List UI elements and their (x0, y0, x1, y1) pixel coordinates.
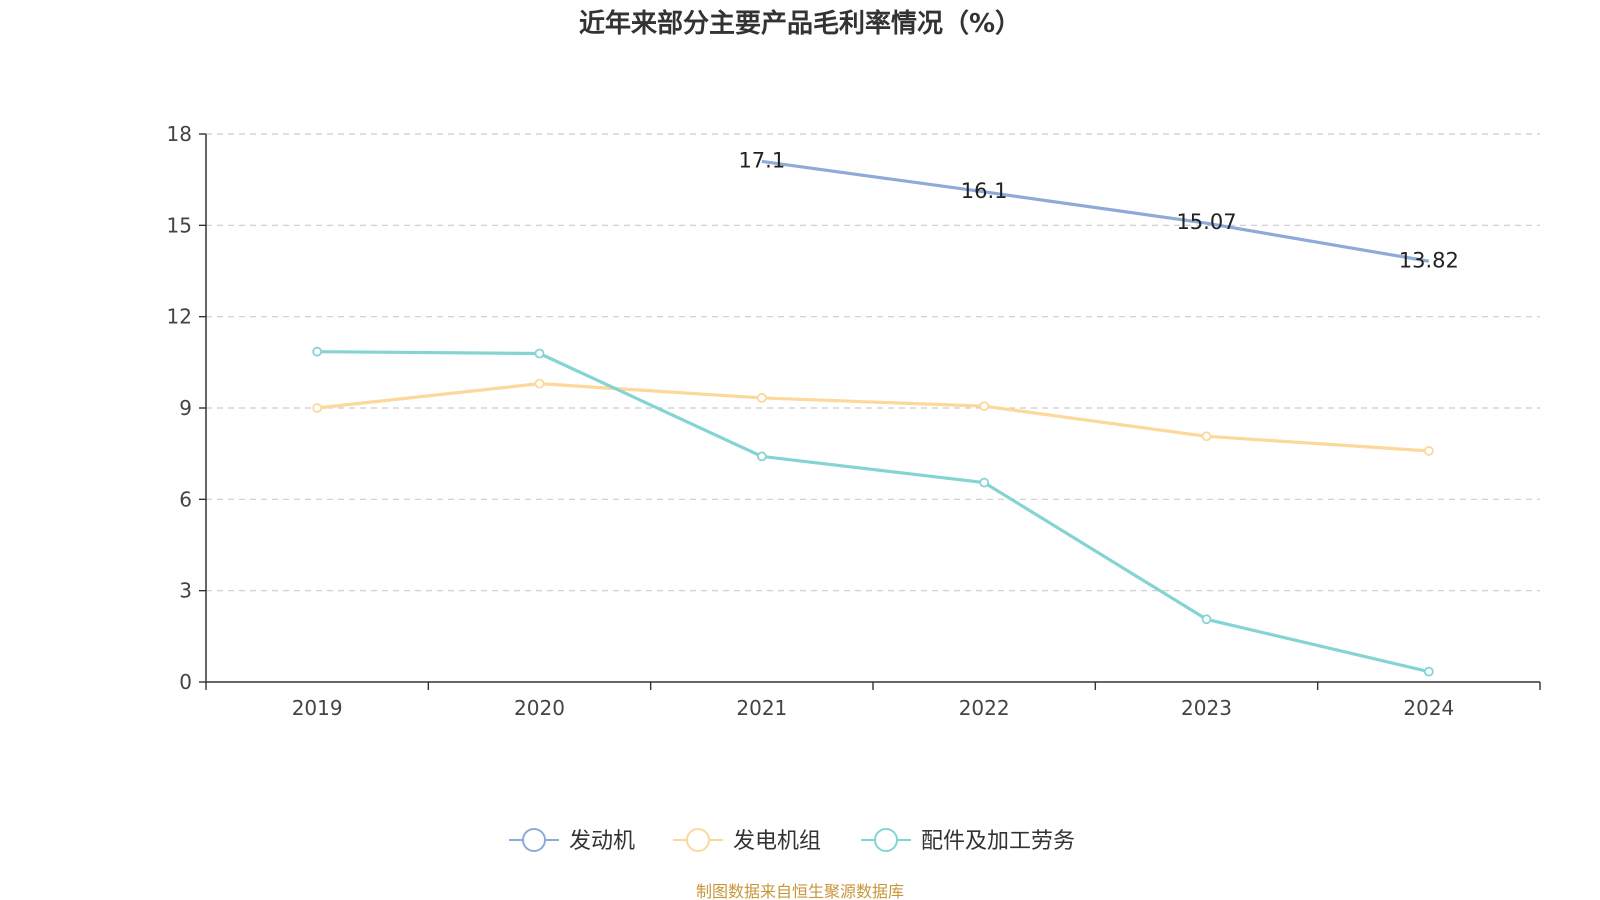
legend-item-2[interactable]: 发电机组 (673, 828, 821, 854)
axes: 0 3 6 9 12 15 18 2019 2020 2021 2022 2023 2024 (167, 122, 1541, 720)
legend-item-3[interactable]: 配件及加工劳务 (861, 828, 1075, 854)
x-tick-label: 2024 (1403, 696, 1454, 720)
data-point (1423, 666, 1434, 677)
data-point (1201, 614, 1212, 625)
data-point (1423, 446, 1434, 456)
data-point (534, 348, 545, 359)
y-tick-label: 6 (179, 487, 192, 511)
data-label: 16.1 (961, 179, 1008, 203)
y-tick-label: 12 (167, 305, 192, 329)
y-tick-label: 3 (179, 579, 192, 603)
y-tick-label: 18 (167, 122, 192, 146)
legend-item-1[interactable]: 发动机 (509, 828, 635, 854)
data-point (756, 393, 767, 403)
legend-label: 发电机组 (733, 829, 821, 854)
y-tick-label: 9 (179, 396, 192, 420)
data-labels: 17.1 16.1 15.07 13.82 (738, 148, 1458, 272)
series-line (317, 350, 1430, 674)
legend-marker (686, 828, 710, 852)
series-line (316, 382, 1429, 453)
y-tick-label: 15 (167, 213, 192, 237)
data-point (979, 477, 990, 488)
data-label: 17.1 (738, 148, 785, 172)
data-point (1201, 431, 1212, 442)
data-label: 13.82 (1399, 248, 1459, 272)
series-group (312, 159, 1434, 677)
x-tick-label: 2022 (959, 696, 1010, 720)
data-label: 15.07 (1176, 210, 1236, 234)
legend-label: 配件及加工劳务 (921, 829, 1075, 854)
data-point (756, 451, 767, 462)
source-note: 制图数据来自恒生聚源数据库 (696, 882, 904, 900)
series-2 (312, 378, 1434, 456)
series-line (761, 159, 1430, 263)
data-point (312, 346, 323, 357)
gridlines (206, 133, 1540, 592)
x-tick-label: 2020 (514, 696, 565, 720)
x-tick-label: 2019 (292, 696, 343, 720)
legend-marker (874, 828, 898, 852)
series-1 (761, 159, 1430, 263)
legend-label: 发动机 (569, 829, 635, 854)
legend: 发动机 发电机组 配件及加工劳务 (509, 828, 1075, 854)
chart-title: 近年来部分主要产品毛利率情况（%） (579, 8, 1021, 39)
data-point (979, 401, 990, 412)
data-point (534, 378, 545, 389)
series-3 (312, 346, 1434, 677)
legend-marker (522, 828, 546, 852)
x-tick-label: 2021 (736, 696, 787, 720)
y-tick-label: 0 (179, 670, 192, 694)
x-tick-label: 2023 (1181, 696, 1232, 720)
data-point (312, 403, 323, 413)
